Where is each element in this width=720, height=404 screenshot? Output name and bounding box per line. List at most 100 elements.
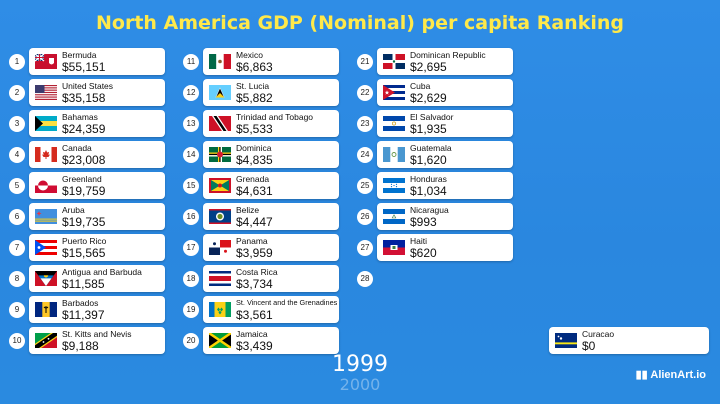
ranking-row: 24 Guatemala $1,620 <box>357 140 522 171</box>
country-card: Dominican Republic $2,695 <box>377 48 513 75</box>
gdp-value: $19,759 <box>62 184 106 198</box>
gdp-value: $1,935 <box>410 122 447 136</box>
country-card: Grenada $4,631 <box>203 172 339 199</box>
country-name: St. Lucia <box>236 81 270 91</box>
ranking-row: 6 Aruba $19,735 <box>9 202 174 233</box>
ranking-row: 14 Dominica $4,835 <box>183 140 348 171</box>
country-card: Dominica $4,835 <box>203 141 339 168</box>
ranking-row: 18 Costa Rica $3,734 <box>183 264 348 295</box>
country-card: Greenland $19,759 <box>29 172 165 199</box>
country-card: Panama $3,959 <box>203 234 339 261</box>
country-name: Panama <box>236 236 268 246</box>
rank-badge: 28 <box>357 271 373 287</box>
rank-badge: 24 <box>357 147 373 163</box>
bahamas-flag-icon <box>35 116 57 131</box>
rank-badge: 11 <box>183 54 199 70</box>
country-name: Nicaragua <box>410 205 449 215</box>
ranking-row: 22 Cuba $2,629 <box>357 78 522 109</box>
ranking-row: 26 Nicaragua $993 <box>357 202 522 233</box>
rank-badge: 2 <box>9 85 25 101</box>
rank-badge: 20 <box>183 333 199 349</box>
ranking-row: 4 Canada $23,008 <box>9 140 174 171</box>
country-name: Greenland <box>62 174 102 184</box>
gdp-value: $3,959 <box>236 246 273 260</box>
country-name: Puerto Rico <box>62 236 107 246</box>
next-year-label: 2000 <box>339 375 381 394</box>
ranking-row: 3 Bahamas $24,359 <box>9 109 174 140</box>
country-name: Belize <box>236 205 260 215</box>
ranking-column-1: 1 Bermuda $55,151 2 United States $35,158 3 Bah… <box>9 47 174 357</box>
rank-badge: 5 <box>9 178 25 194</box>
gdp-value: $5,882 <box>236 91 273 105</box>
ranking-row: 20 Jamaica $3,439 <box>183 326 348 357</box>
country-name: Bermuda <box>62 50 97 60</box>
rank-badge: 26 <box>357 209 373 225</box>
country-name: Guatemala <box>410 143 452 153</box>
gdp-value: $3,734 <box>236 277 273 291</box>
stlucia-flag-icon <box>209 85 231 100</box>
brand-icon: ▮▮ <box>635 369 651 381</box>
ranking-row: 21 Dominican Republic $2,695 <box>357 47 522 78</box>
mexico-flag-icon <box>209 54 231 69</box>
dominica-flag-icon <box>209 147 231 162</box>
country-name: El Salvador <box>410 112 454 122</box>
ranking-column-3: 21 Dominican Republic $2,695 22 Cuba $2,629 23… <box>357 47 522 295</box>
gdp-value: $19,735 <box>62 215 106 229</box>
brand-text: AlienArt.io <box>650 369 706 381</box>
country-name: Trinidad and Tobago <box>236 112 314 122</box>
country-name: Dominican Republic <box>410 50 486 60</box>
gdp-value: $993 <box>410 215 437 229</box>
rank-badge: 13 <box>183 116 199 132</box>
antigua-flag-icon <box>35 271 57 286</box>
country-name: Bahamas <box>62 112 98 122</box>
jamaica-flag-icon <box>209 333 231 348</box>
rank-badge: 18 <box>183 271 199 287</box>
rank-badge: 12 <box>183 85 199 101</box>
rank-badge: 25 <box>357 178 373 194</box>
country-card: Jamaica $3,439 <box>203 327 339 354</box>
ranking-row: 7 Puerto Rico $15,565 <box>9 233 174 264</box>
honduras-flag-icon <box>383 178 405 193</box>
ranking-row: 2 United States $35,158 <box>9 78 174 109</box>
country-name: Costa Rica <box>236 267 278 277</box>
ranking-row: 28 <box>357 264 522 295</box>
stvincent-flag-icon <box>209 302 231 317</box>
gdp-value: $2,629 <box>410 91 447 105</box>
puertorico-flag-icon <box>35 240 57 255</box>
country-name: Mexico <box>236 50 263 60</box>
costarica-flag-icon <box>209 271 231 286</box>
gdp-value: $3,561 <box>236 308 273 322</box>
rank-badge: 21 <box>357 54 373 70</box>
cuba-flag-icon <box>383 85 405 100</box>
country-card: Mexico $6,863 <box>203 48 339 75</box>
rank-badge: 4 <box>9 147 25 163</box>
gdp-value: $3,439 <box>236 339 273 353</box>
barbados-flag-icon <box>35 302 57 317</box>
country-card: Cuba $2,629 <box>377 79 513 106</box>
gdp-value: $4,631 <box>236 184 273 198</box>
ranking-row: 25 Honduras $1,034 <box>357 171 522 202</box>
country-name: St. Kitts and Nevis <box>62 329 132 339</box>
country-card: St. Kitts and Nevis $9,188 <box>29 327 165 354</box>
ranking-row: 23 El Salvador $1,935 <box>357 109 522 140</box>
year-label: 1999 <box>332 352 388 377</box>
gdp-value: $35,158 <box>62 91 106 105</box>
country-card: Honduras $1,034 <box>377 172 513 199</box>
stkitts-flag-icon <box>35 333 57 348</box>
country-card: Barbados $11,397 <box>29 296 165 323</box>
rank-badge: 27 <box>357 240 373 256</box>
trinidad-flag-icon <box>209 116 231 131</box>
gdp-value: $4,447 <box>236 215 273 229</box>
panama-flag-icon <box>209 240 231 255</box>
country-card: Aruba $19,735 <box>29 203 165 230</box>
grenada-flag-icon <box>209 178 231 193</box>
country-name: Dominica <box>236 143 272 153</box>
country-name: Curacao <box>582 329 615 339</box>
belize-flag-icon <box>209 209 231 224</box>
rank-badge: 23 <box>357 116 373 132</box>
ranking-row: 10 St. Kitts and Nevis $9,188 <box>9 326 174 357</box>
gdp-value: $0 <box>582 339 596 353</box>
guatemala-flag-icon <box>383 147 405 162</box>
country-card: St. Vincent and the Grenadines $3,561 <box>203 296 339 323</box>
ranking-column-2: 11 Mexico $6,863 12 St. Lucia $5,882 13 Trinida… <box>183 47 348 357</box>
